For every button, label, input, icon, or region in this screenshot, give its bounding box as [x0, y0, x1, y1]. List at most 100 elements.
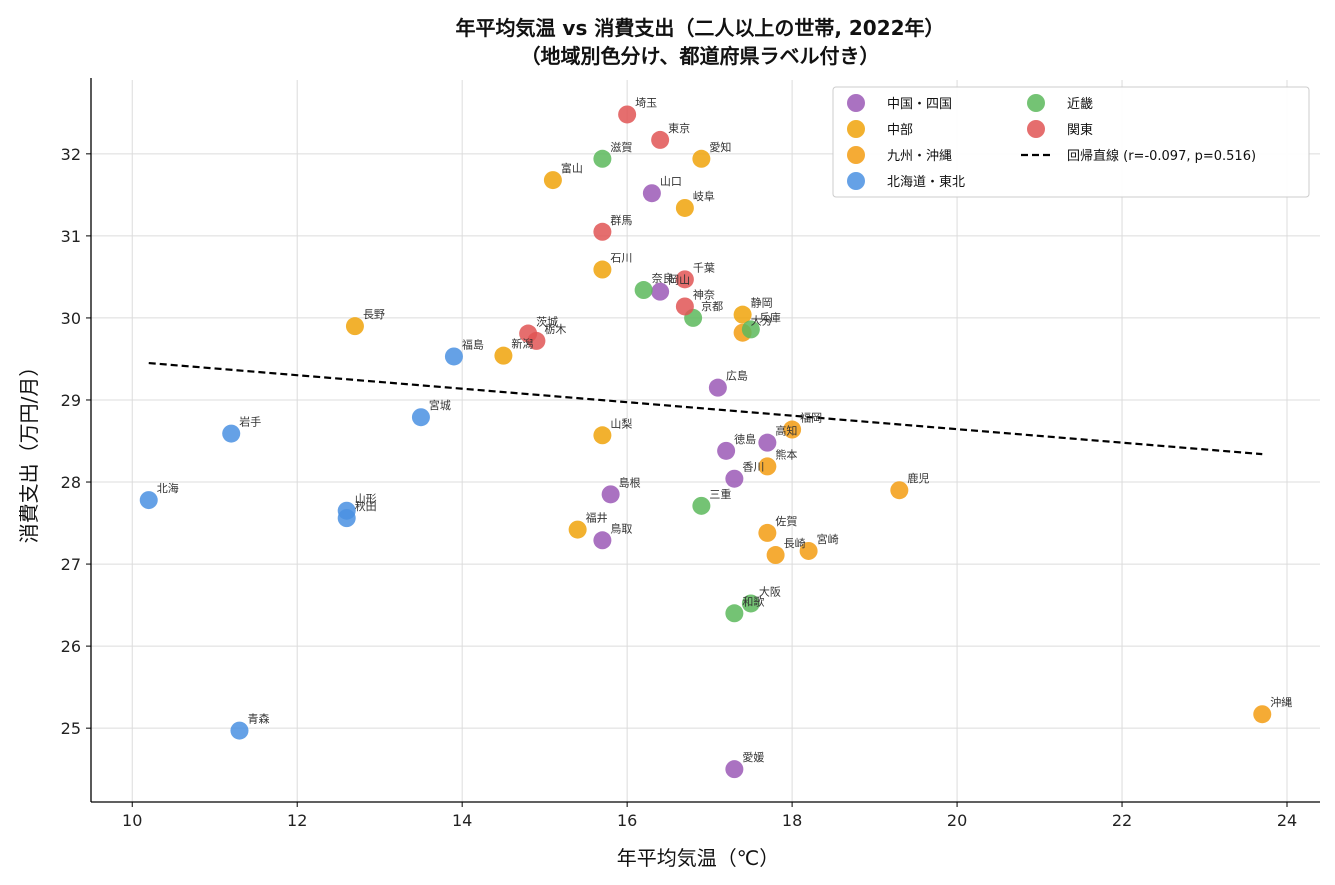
y-tick-label: 26	[61, 637, 81, 656]
data-points	[139, 105, 1272, 779]
point-label: 京都	[701, 299, 723, 313]
point-label: 和歌	[742, 594, 764, 608]
data-point	[543, 171, 562, 190]
point-label: 香川	[742, 461, 764, 474]
x-tick-label: 18	[782, 811, 802, 830]
data-point	[741, 320, 760, 339]
point-label: 奈良	[652, 271, 674, 285]
y-tick-label: 32	[61, 145, 81, 164]
point-label: 長野	[363, 308, 385, 321]
point-label: 岩手	[239, 415, 261, 429]
point-label: 静岡	[751, 296, 773, 310]
data-point	[139, 491, 158, 510]
legend-label: 関東	[1067, 122, 1093, 138]
data-point	[692, 149, 711, 168]
axes: 10 12 14 16 18 20 22 24 25 26 27 28 29 30 31 32	[61, 78, 1320, 830]
data-point	[411, 408, 430, 427]
data-point	[222, 424, 241, 443]
point-label: 茨城	[536, 315, 558, 329]
y-axis-label: 消費支出（万円/月）	[17, 357, 41, 544]
data-point	[758, 433, 777, 452]
point-label: 愛媛	[742, 750, 764, 764]
point-label: 大分	[751, 314, 773, 328]
legend-label: 九州・沖縄	[887, 149, 952, 164]
x-tick-label: 20	[947, 811, 967, 830]
data-point	[634, 281, 653, 300]
x-tick-label: 24	[1277, 811, 1297, 830]
point-label: 岡山	[668, 274, 690, 287]
point-label: 沖縄	[1270, 695, 1292, 709]
data-point	[444, 347, 463, 366]
legend-label: 北海道・東北	[887, 174, 965, 190]
point-label: 新潟	[511, 337, 533, 351]
y-tick-label: 27	[61, 555, 81, 574]
y-tick-label: 31	[61, 227, 81, 246]
data-point	[725, 760, 744, 779]
point-label: 兵庫	[759, 310, 781, 324]
point-label: 北海	[157, 481, 179, 495]
point-label: 滋賀	[610, 141, 632, 154]
point-label: 三重	[709, 487, 731, 501]
point-label: 鹿児	[907, 471, 929, 485]
legend-label: 中部	[887, 123, 913, 138]
point-label: 群馬	[610, 213, 632, 227]
point-label: 石川	[610, 252, 632, 265]
data-point	[568, 520, 587, 539]
point-label: 広島	[726, 369, 748, 383]
point-label: 東京	[668, 121, 690, 135]
data-point	[725, 604, 744, 623]
point-label: 長崎	[784, 536, 806, 550]
point-label: 福井	[586, 511, 608, 525]
point-label: 佐賀	[775, 514, 797, 528]
legend-label: 回帰直線 (r=-0.097, p=0.516)	[1067, 148, 1256, 164]
point-label: 愛知	[709, 140, 731, 154]
point-label: 福島	[462, 337, 484, 351]
regression-line-group	[148, 361, 1263, 456]
legend-marker	[847, 120, 865, 138]
point-label: 宮城	[429, 398, 451, 412]
data-point	[601, 485, 620, 504]
grid	[91, 80, 1320, 802]
y-tick-label: 29	[61, 391, 81, 410]
point-label: 千葉	[693, 260, 715, 274]
point-label: 神奈	[693, 287, 715, 301]
point-label: 山口	[660, 175, 682, 188]
data-point	[651, 130, 670, 149]
data-point	[675, 297, 694, 316]
regression-line	[148, 361, 1263, 456]
data-point	[618, 105, 637, 124]
legend-marker	[1027, 120, 1045, 138]
data-point	[717, 441, 736, 460]
data-point	[230, 721, 249, 740]
point-label: 徳島	[734, 432, 756, 446]
data-point	[651, 282, 670, 301]
point-label: 栃木	[544, 322, 566, 336]
y-tick-label: 28	[61, 473, 81, 492]
data-point	[758, 457, 777, 476]
chart-title-line1: 年平均気温 vs 消費支出（二人以上の世帯, 2022年）	[455, 16, 944, 40]
data-point	[337, 509, 356, 528]
data-point	[675, 198, 694, 217]
legend-label: 近畿	[1067, 97, 1093, 112]
x-tick-label: 14	[452, 811, 472, 830]
y-tick-label: 25	[61, 719, 81, 738]
y-tick-label: 30	[61, 309, 81, 328]
point-label: 島根	[619, 475, 641, 489]
point-label: 宮崎	[817, 532, 839, 546]
x-axis-label: 年平均気温（℃）	[617, 846, 779, 870]
point-label: 熊本	[775, 447, 797, 461]
data-point	[527, 331, 546, 350]
data-point	[783, 420, 802, 439]
point-label: 埼玉	[635, 95, 657, 109]
chart-title-line2: （地域別色分け、都道府県ラベル付き）	[521, 44, 880, 68]
point-label: 大阪	[759, 584, 781, 598]
point-label: 福岡	[800, 411, 822, 425]
data-point	[593, 260, 612, 279]
point-label: 鳥取	[610, 521, 632, 535]
data-point	[593, 222, 612, 241]
data-point	[494, 346, 513, 365]
x-tick-label: 12	[287, 811, 307, 830]
data-point	[733, 305, 752, 324]
